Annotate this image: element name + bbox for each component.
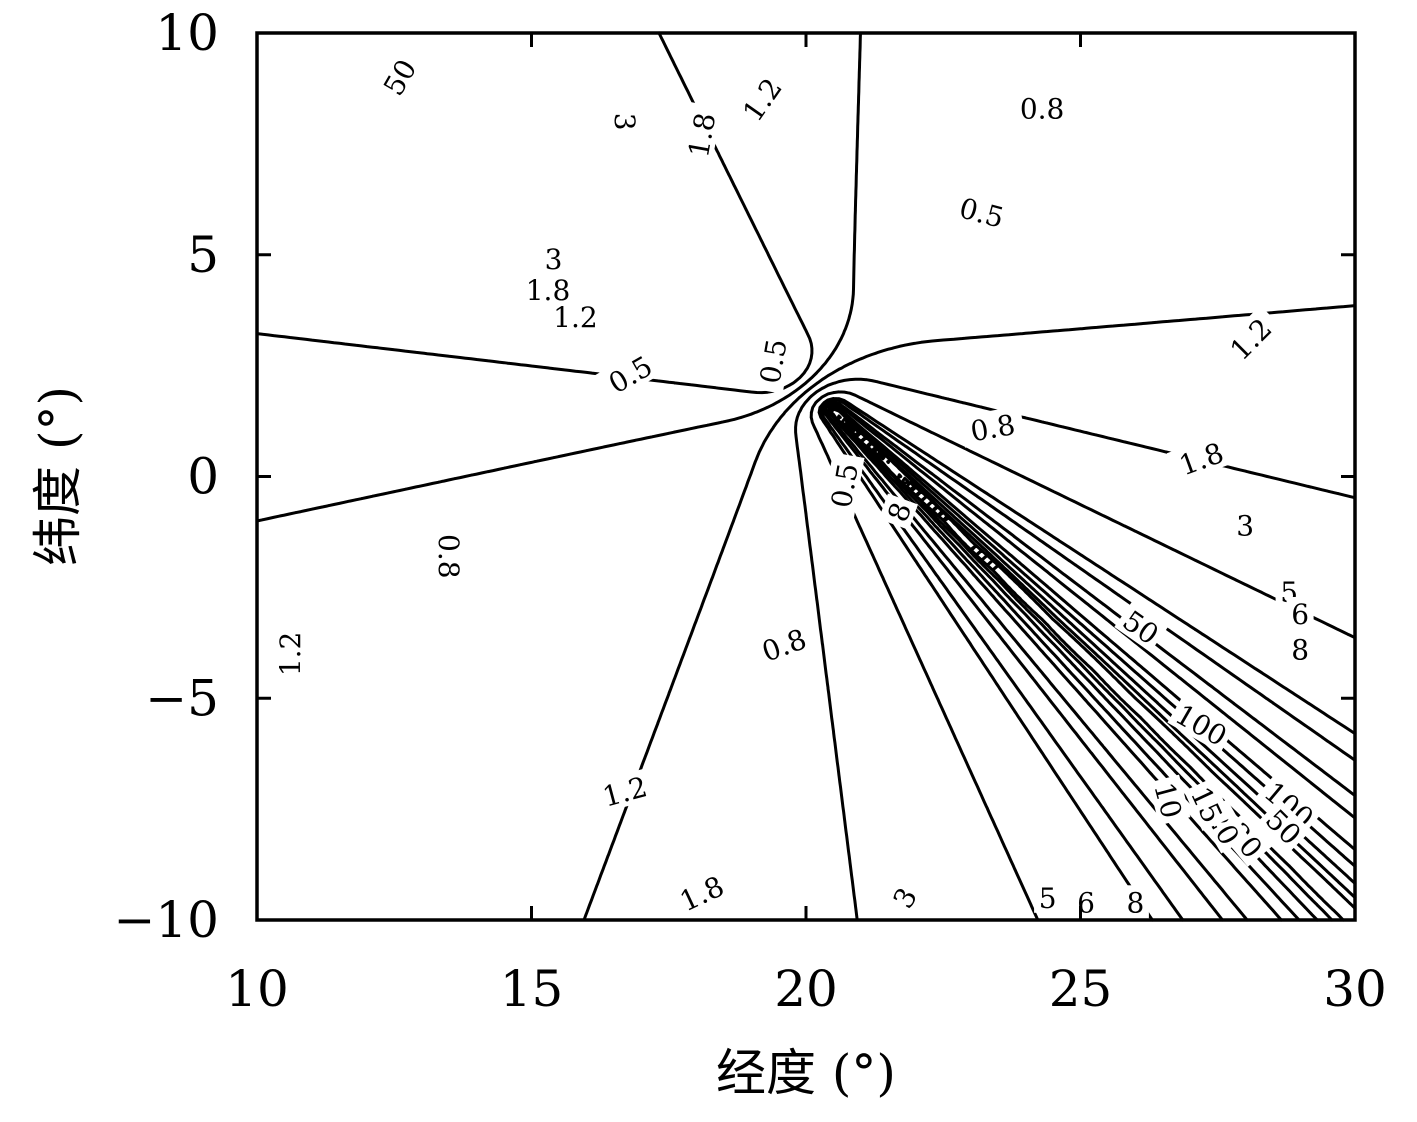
contour-label: 0.8 <box>1011 91 1073 125</box>
contour-label: 6 <box>1286 597 1314 631</box>
svg-text:5: 5 <box>1039 882 1057 915</box>
contour-label: 0.5 <box>822 452 865 519</box>
svg-text:0.5: 0.5 <box>825 461 865 511</box>
svg-text:0.5: 0.5 <box>753 336 793 386</box>
svg-text:1.2: 1.2 <box>599 770 651 813</box>
svg-text:6: 6 <box>1291 598 1309 631</box>
contour-lines <box>255 31 1357 922</box>
contour-labels: 0.80.51.21.831.20.81.8356810010050302015… <box>272 49 1324 920</box>
svg-text:3: 3 <box>1236 509 1254 542</box>
svg-text:3: 3 <box>545 243 563 276</box>
svg-text:1.2: 1.2 <box>553 301 598 334</box>
contour-label: 0.5 <box>595 344 665 403</box>
axis-ticks <box>255 31 1357 922</box>
contour-line-10 <box>824 401 1357 922</box>
svg-text:1.8: 1.8 <box>526 274 571 307</box>
y-tick-label: −10 <box>113 891 219 949</box>
contour-label: 3 <box>883 877 925 917</box>
x-tick-label: 25 <box>1049 960 1113 1018</box>
contour-line-1-2 <box>582 304 1357 922</box>
svg-text:8: 8 <box>1291 634 1309 667</box>
contour-line-8 <box>822 401 1357 922</box>
y-tick-label: 0 <box>187 448 219 506</box>
contour-label: 0.8 <box>959 405 1026 448</box>
contour-line-5 <box>817 397 1357 922</box>
contour-label: 6 <box>1072 885 1100 919</box>
contour-label: 1.2 <box>730 64 792 134</box>
contour-label: 50 <box>373 49 424 104</box>
contour-label: 3 <box>608 108 642 136</box>
contour-label: 1.2 <box>590 767 659 814</box>
contour-label: 10 <box>1147 774 1191 826</box>
contour-label: 1.2 <box>272 623 307 685</box>
contour-label: 5 <box>1034 880 1062 915</box>
y-tick-label: −5 <box>145 669 219 727</box>
svg-text:1.8: 1.8 <box>682 110 722 160</box>
contour-label: 1.8 <box>666 865 736 920</box>
contour-label: 0.8 <box>432 525 467 587</box>
svg-text:0.8: 0.8 <box>1020 92 1065 125</box>
x-tick-labels: 10 15 20 25 30 <box>225 960 1387 1018</box>
contour-label: 8 <box>1121 885 1149 919</box>
contour-label: 0.5 <box>751 328 794 394</box>
svg-text:1.2: 1.2 <box>274 632 307 677</box>
contour-label: 3 <box>1231 508 1259 542</box>
svg-text:0.8: 0.8 <box>432 534 465 579</box>
svg-text:0.8: 0.8 <box>968 408 1018 448</box>
y-tick-label: 5 <box>187 226 219 284</box>
contour-label: 0.5 <box>948 188 1016 235</box>
x-tick-label: 20 <box>774 960 838 1018</box>
svg-text:50: 50 <box>377 54 423 101</box>
y-tick-labels: −10 −5 0 5 10 <box>113 4 219 949</box>
contour-line-0-5 <box>255 31 814 395</box>
contour-label: 8 <box>1286 632 1314 667</box>
contour-label: 3 <box>540 242 567 276</box>
y-axis-title: 纬度 (°) <box>29 386 87 566</box>
contour-label: 1.8 <box>679 102 722 168</box>
contour-line-50 <box>836 414 1357 922</box>
x-tick-label: 15 <box>500 960 564 1018</box>
contour-label: 8 <box>878 493 918 530</box>
x-tick-label: 30 <box>1323 960 1387 1018</box>
x-axis-title: 经度 (°) <box>716 1044 896 1102</box>
svg-text:0.5: 0.5 <box>956 191 1008 234</box>
contour-label: 1.8 <box>1166 432 1236 484</box>
contour-line-6 <box>820 398 1357 922</box>
contour-label: 1.8 <box>517 273 579 307</box>
y-tick-label: 10 <box>155 4 219 62</box>
contour-line-3 <box>809 390 1357 922</box>
contour-label: 0.8 <box>749 618 818 670</box>
svg-text:3: 3 <box>608 113 641 131</box>
x-tick-label: 10 <box>225 960 289 1018</box>
contour-label: 100 <box>1167 694 1237 754</box>
svg-text:8: 8 <box>1126 886 1144 919</box>
